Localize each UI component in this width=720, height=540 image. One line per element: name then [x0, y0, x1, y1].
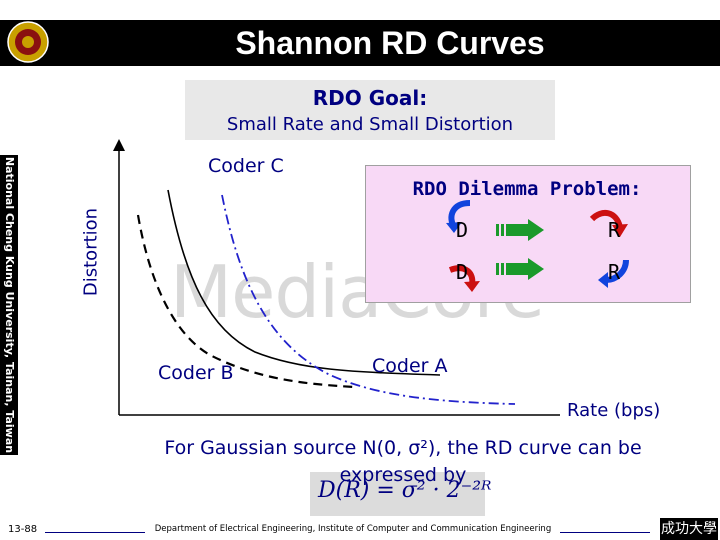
increase-arrow-icon [448, 265, 480, 292]
rd-formula: D(R) = σ² · 2⁻²ᴿ [318, 478, 492, 503]
coder-b-curve [136, 214, 356, 389]
decrease-arrow-icon [598, 259, 629, 288]
dilemma-title: RDO Dilemma Problem: [412, 178, 642, 200]
y-axis-label: Distortion [80, 207, 102, 297]
slide-number: 13-88 [8, 524, 38, 535]
series-label-coder-b: Coder B [158, 362, 234, 384]
coder-a-curve [167, 189, 441, 376]
dilemma-row1-left: D [456, 218, 469, 242]
series-label-coder-a: Coder A [372, 355, 448, 377]
slide-title: Shannon RD Curves [235, 25, 545, 61]
dilemma-row2-left: D [456, 260, 469, 284]
goal-title: RDO Goal: [312, 86, 428, 110]
goal-box [185, 80, 555, 140]
dilemma-row1-right: R [608, 218, 621, 242]
decrease-arrow-icon [446, 200, 471, 233]
footer-divider [45, 532, 145, 533]
increase-arrow-icon [589, 209, 628, 237]
sidebar [0, 155, 18, 455]
footer-logo: 成功大學 [660, 518, 718, 540]
formula-box [310, 472, 485, 516]
green-arrow-icon [496, 219, 544, 241]
green-arrow-icon [496, 258, 544, 280]
series-label-coder-c: Coder C [208, 155, 284, 177]
x-axis-label: Rate (bps) [567, 400, 661, 421]
footer-text: Department of Electrical Engineering, In… [154, 524, 552, 534]
dilemma-row2-right: R [608, 260, 621, 284]
gaussian-caption: For Gaussian source N(0, σ²), the RD cur… [164, 437, 642, 486]
goal-text: Small Rate and Small Distortion [226, 114, 514, 135]
footer-divider [560, 532, 650, 533]
title-bar [0, 20, 720, 66]
university-seal-icon [7, 21, 49, 63]
